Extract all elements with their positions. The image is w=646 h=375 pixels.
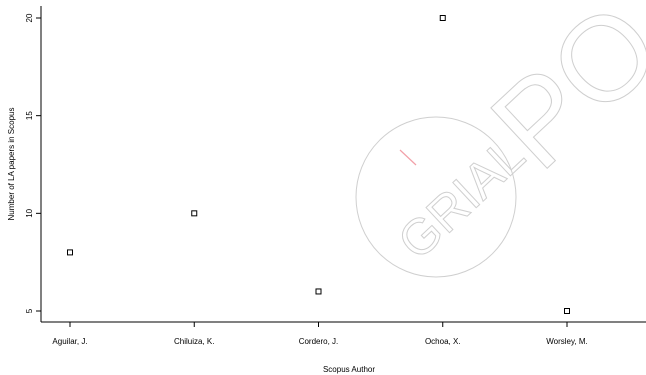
data-point — [316, 289, 321, 294]
x-tick-label: Worsley, M. — [546, 337, 587, 346]
data-point — [68, 250, 73, 255]
y-tick-label: 20 — [25, 13, 34, 22]
data-point — [192, 211, 197, 216]
y-axis-title: Number of LA papers in Scopus — [7, 108, 16, 221]
watermark-grial-text: GRIAL — [387, 127, 535, 270]
y-tick-label: 5 — [25, 308, 34, 313]
watermark-accent-mark — [400, 150, 416, 165]
watermark-logo: GRIAL PO — [356, 0, 646, 277]
data-point — [565, 309, 570, 314]
x-tick-label: Ochoa, X. — [425, 337, 461, 346]
x-tick-label: Aguilar, J. — [52, 337, 87, 346]
x-axis-ticks: Aguilar, J. Chiluiza, K. Cordero, J. Ochoa,… — [52, 322, 587, 346]
y-tick-label: 10 — [25, 208, 34, 217]
x-tick-label: Chiluiza, K. — [174, 337, 214, 346]
y-axis-ticks: 5 10 15 20 — [25, 13, 41, 313]
x-tick-label: Cordero, J. — [299, 337, 339, 346]
x-axis-title: Scopus Author — [323, 365, 375, 374]
data-point — [440, 16, 445, 21]
y-tick-label: 15 — [25, 111, 34, 120]
